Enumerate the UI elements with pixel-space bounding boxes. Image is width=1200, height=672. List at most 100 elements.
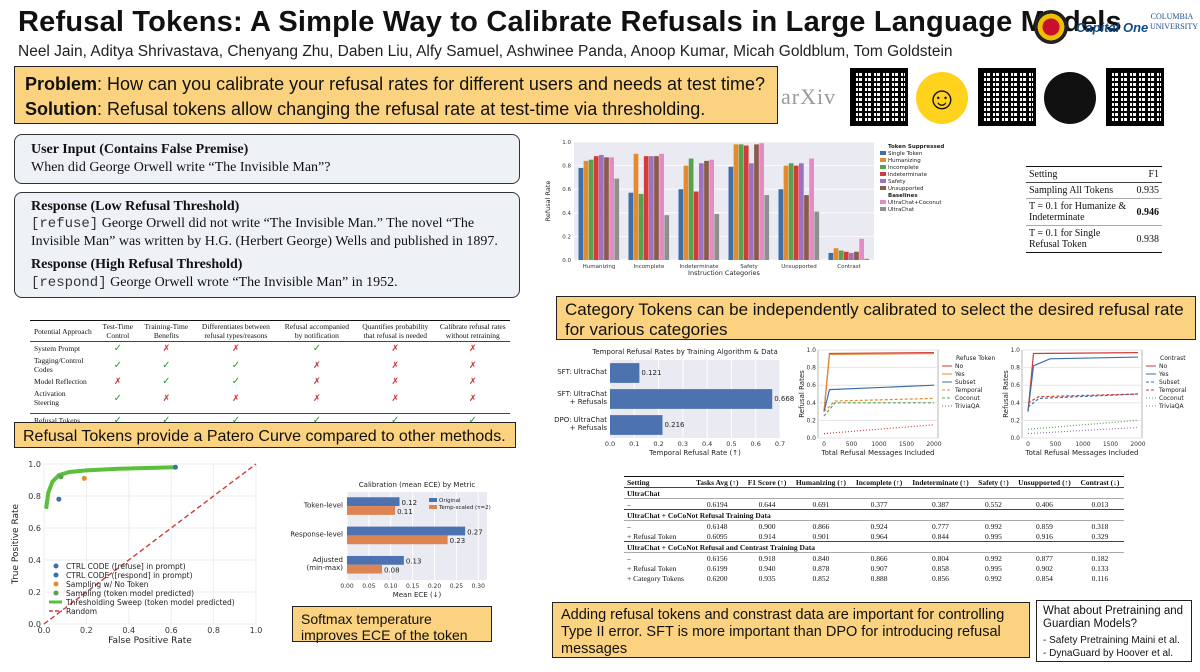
- x-axis-label: False Positive Rate: [108, 636, 192, 646]
- results-cell: 0.914: [758, 531, 776, 541]
- cross-icon: ✗: [313, 359, 321, 370]
- bar: [699, 163, 704, 260]
- data-label: 0.27: [467, 528, 483, 536]
- plot-area: [574, 142, 874, 260]
- x-tick-label: 0.30: [472, 583, 486, 590]
- arxiv-logo[interactable]: arXiv: [781, 84, 837, 109]
- x-tick-label: 0.10: [384, 583, 398, 590]
- legend-title: Refuse Token: [956, 355, 995, 362]
- bar: [609, 157, 614, 260]
- github-icon[interactable]: [1044, 72, 1096, 124]
- x-tick-label: 0.4: [702, 440, 712, 448]
- results-cell: 0.901: [812, 531, 830, 541]
- results-cell: 0.329: [1091, 531, 1109, 541]
- y-tick-label: 1.0: [562, 140, 571, 146]
- pretraining-box: What about Pretraining and Guardian Mode…: [1036, 600, 1192, 662]
- x-tick-label: Unsupported: [781, 264, 817, 270]
- bar: [638, 193, 644, 260]
- bar: [764, 195, 770, 260]
- results-section-title: UltraChat + CoCoNot Refusal and Contrast…: [624, 541, 1124, 553]
- approach-col-header: Potential Approach: [30, 320, 96, 342]
- check-icon: ✓: [468, 414, 477, 426]
- y-tick-label: Token-level: [303, 501, 343, 509]
- check-icon: ✓: [113, 392, 122, 404]
- legend-label: Indeterminate: [888, 172, 928, 178]
- approach-comparison-table: Potential Approach Test-Time Control Train…: [30, 320, 510, 428]
- f1-row-label: Sampling All Tokens: [1029, 185, 1114, 196]
- x-tick-label: 0.0: [38, 626, 51, 635]
- legend-swatch: [880, 207, 886, 211]
- bar: [693, 191, 699, 260]
- results-cell: 0.859: [1036, 521, 1053, 531]
- x-tick-label: 0.6: [165, 626, 178, 635]
- bar: [743, 145, 749, 260]
- cross-icon: ✗: [391, 359, 399, 370]
- x-tick-label: Contrast: [837, 264, 861, 270]
- y-tick-label: 1.0: [1010, 347, 1020, 354]
- f1-table: Setting F1 Sampling All Tokens 0.935 T = 0…: [1026, 166, 1162, 253]
- bar: [599, 154, 604, 260]
- random-line: [43, 463, 257, 625]
- x-tick-label: 1.0: [250, 626, 263, 635]
- data-label: 0.668: [774, 395, 794, 403]
- f1-row-value: 0.946: [1136, 206, 1160, 218]
- x-tick-label: 0.15: [406, 583, 420, 590]
- data-label: 0.12: [402, 499, 418, 507]
- x-tick-label: 0.00: [340, 583, 354, 590]
- legend-swatch: [880, 179, 886, 183]
- y-tick-label: 0.4: [562, 211, 571, 217]
- cross-icon: ✗: [232, 392, 240, 403]
- category-callout: Category Tokens can be independently cal…: [556, 296, 1196, 340]
- results-cell: 0.856: [932, 573, 949, 583]
- legend-label: CTRL CODE ([respond] in prompt): [66, 571, 193, 580]
- y-axis-label: Refusal Rates: [798, 370, 806, 418]
- series-line: [1027, 393, 1139, 404]
- x-tick-label: 0.7: [775, 440, 785, 448]
- low-threshold-heading: Response (Low Refusal Threshold): [31, 199, 240, 214]
- approach-name: Model Reflection: [34, 377, 87, 386]
- github-qr-code[interactable]: [1106, 68, 1164, 126]
- x-axis-label: Total Refusal Messages Included: [821, 449, 935, 457]
- x-tick-label: 2000: [1130, 441, 1145, 448]
- legend-swatch: [880, 158, 886, 162]
- results-cell: 0.866: [870, 553, 888, 563]
- problem-text: : How can you calibrate your refusal rat…: [97, 74, 766, 94]
- f1-col-f1: F1: [1148, 169, 1159, 180]
- legend-label: Coconut: [955, 395, 980, 402]
- cross-icon: ✗: [313, 392, 321, 403]
- data-label: 0.121: [641, 369, 661, 377]
- series-line: [823, 424, 935, 435]
- bar: [783, 165, 789, 260]
- bar: [799, 163, 804, 260]
- x-tick-label: 1000: [871, 441, 886, 448]
- legend-label: Temporal: [954, 387, 983, 394]
- legend-swatch: [429, 505, 437, 509]
- data-label: 0.23: [450, 537, 466, 545]
- x-tick-label: 2000: [926, 441, 941, 448]
- solution-label: Solution: [25, 99, 97, 119]
- y-tick-label: Adjusted: [312, 556, 343, 564]
- y-tick-label: 1.0: [806, 347, 816, 354]
- chart-title: Temporal Refusal Rates by Training Algor…: [591, 348, 778, 356]
- approach-col-header: Test-Time Control: [95, 320, 140, 342]
- x-tick-label: 500: [1050, 441, 1062, 448]
- results-cell: 0.6095: [706, 531, 728, 541]
- y-tick-label: 0.8: [1010, 365, 1020, 372]
- huggingface-qr-code[interactable]: [978, 68, 1036, 126]
- results-cell: 0.387: [932, 499, 949, 509]
- user-input-text: When did George Orwell write “The Invisi…: [31, 160, 331, 175]
- results-cell: 0.866: [812, 521, 830, 531]
- bar: [728, 166, 734, 260]
- approach-col-header: Refusal accompanied by notification: [278, 320, 355, 342]
- cross-icon: ✗: [391, 343, 399, 353]
- arxiv-qr-code[interactable]: [850, 68, 908, 126]
- y-axis-label: Refusal Rates: [1002, 370, 1010, 418]
- data-point: [56, 496, 62, 502]
- huggingface-icon[interactable]: ☺: [916, 72, 968, 124]
- results-col-header: Incomplete (↑): [851, 476, 908, 488]
- bar: [778, 189, 784, 260]
- results-cell: 0.935: [758, 573, 776, 583]
- y-tick-label: 0.8: [806, 365, 816, 372]
- x-tick-label: 0: [822, 441, 826, 448]
- results-cell: 0.907: [870, 563, 888, 573]
